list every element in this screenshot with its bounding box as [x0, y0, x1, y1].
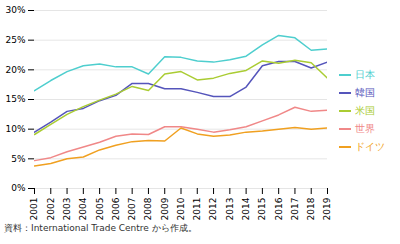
- svg-text:2017: 2017: [290, 198, 300, 221]
- svg-text:2018: 2018: [306, 197, 316, 220]
- svg-text:2001: 2001: [29, 198, 39, 221]
- html-text:米国: 米国: [355, 105, 375, 116]
- svg-text:2013: 2013: [225, 198, 235, 221]
- svg-text:2009: 2009: [160, 197, 170, 220]
- svg-text:5%: 5%: [11, 154, 26, 164]
- svg-text:2006: 2006: [111, 197, 121, 220]
- svg-text:2010: 2010: [176, 197, 186, 220]
- html-text:資料：International Trade Centre: 資料：International Trade Centre から作成。: [4, 223, 197, 233]
- svg-text:25%: 25%: [5, 35, 25, 45]
- svg-text:2004: 2004: [78, 197, 88, 220]
- html-text:世界: 世界: [355, 123, 375, 134]
- svg-text:30%: 30%: [5, 5, 25, 15]
- svg-text:15%: 15%: [5, 94, 25, 104]
- svg-text:2003: 2003: [62, 198, 72, 221]
- html-text:ドイツ: ドイツ: [355, 141, 385, 152]
- svg-text:2011: 2011: [192, 198, 202, 221]
- svg-text:2008: 2008: [143, 197, 153, 220]
- svg-text:2002: 2002: [46, 198, 56, 221]
- html-text:韓国: 韓国: [355, 87, 375, 98]
- svg-text:0%: 0%: [11, 183, 26, 193]
- svg-text:10%: 10%: [5, 124, 25, 134]
- svg-text:2012: 2012: [208, 198, 218, 221]
- svg-text:20%: 20%: [5, 65, 25, 75]
- svg-text:2007: 2007: [127, 198, 137, 221]
- svg-text:2005: 2005: [94, 198, 104, 221]
- svg-text:2014: 2014: [241, 197, 251, 220]
- svg-text:2016: 2016: [274, 197, 284, 220]
- svg-text:2015: 2015: [257, 198, 267, 221]
- html-text:日本: 日本: [355, 69, 375, 80]
- svg-text:2019: 2019: [322, 197, 332, 220]
